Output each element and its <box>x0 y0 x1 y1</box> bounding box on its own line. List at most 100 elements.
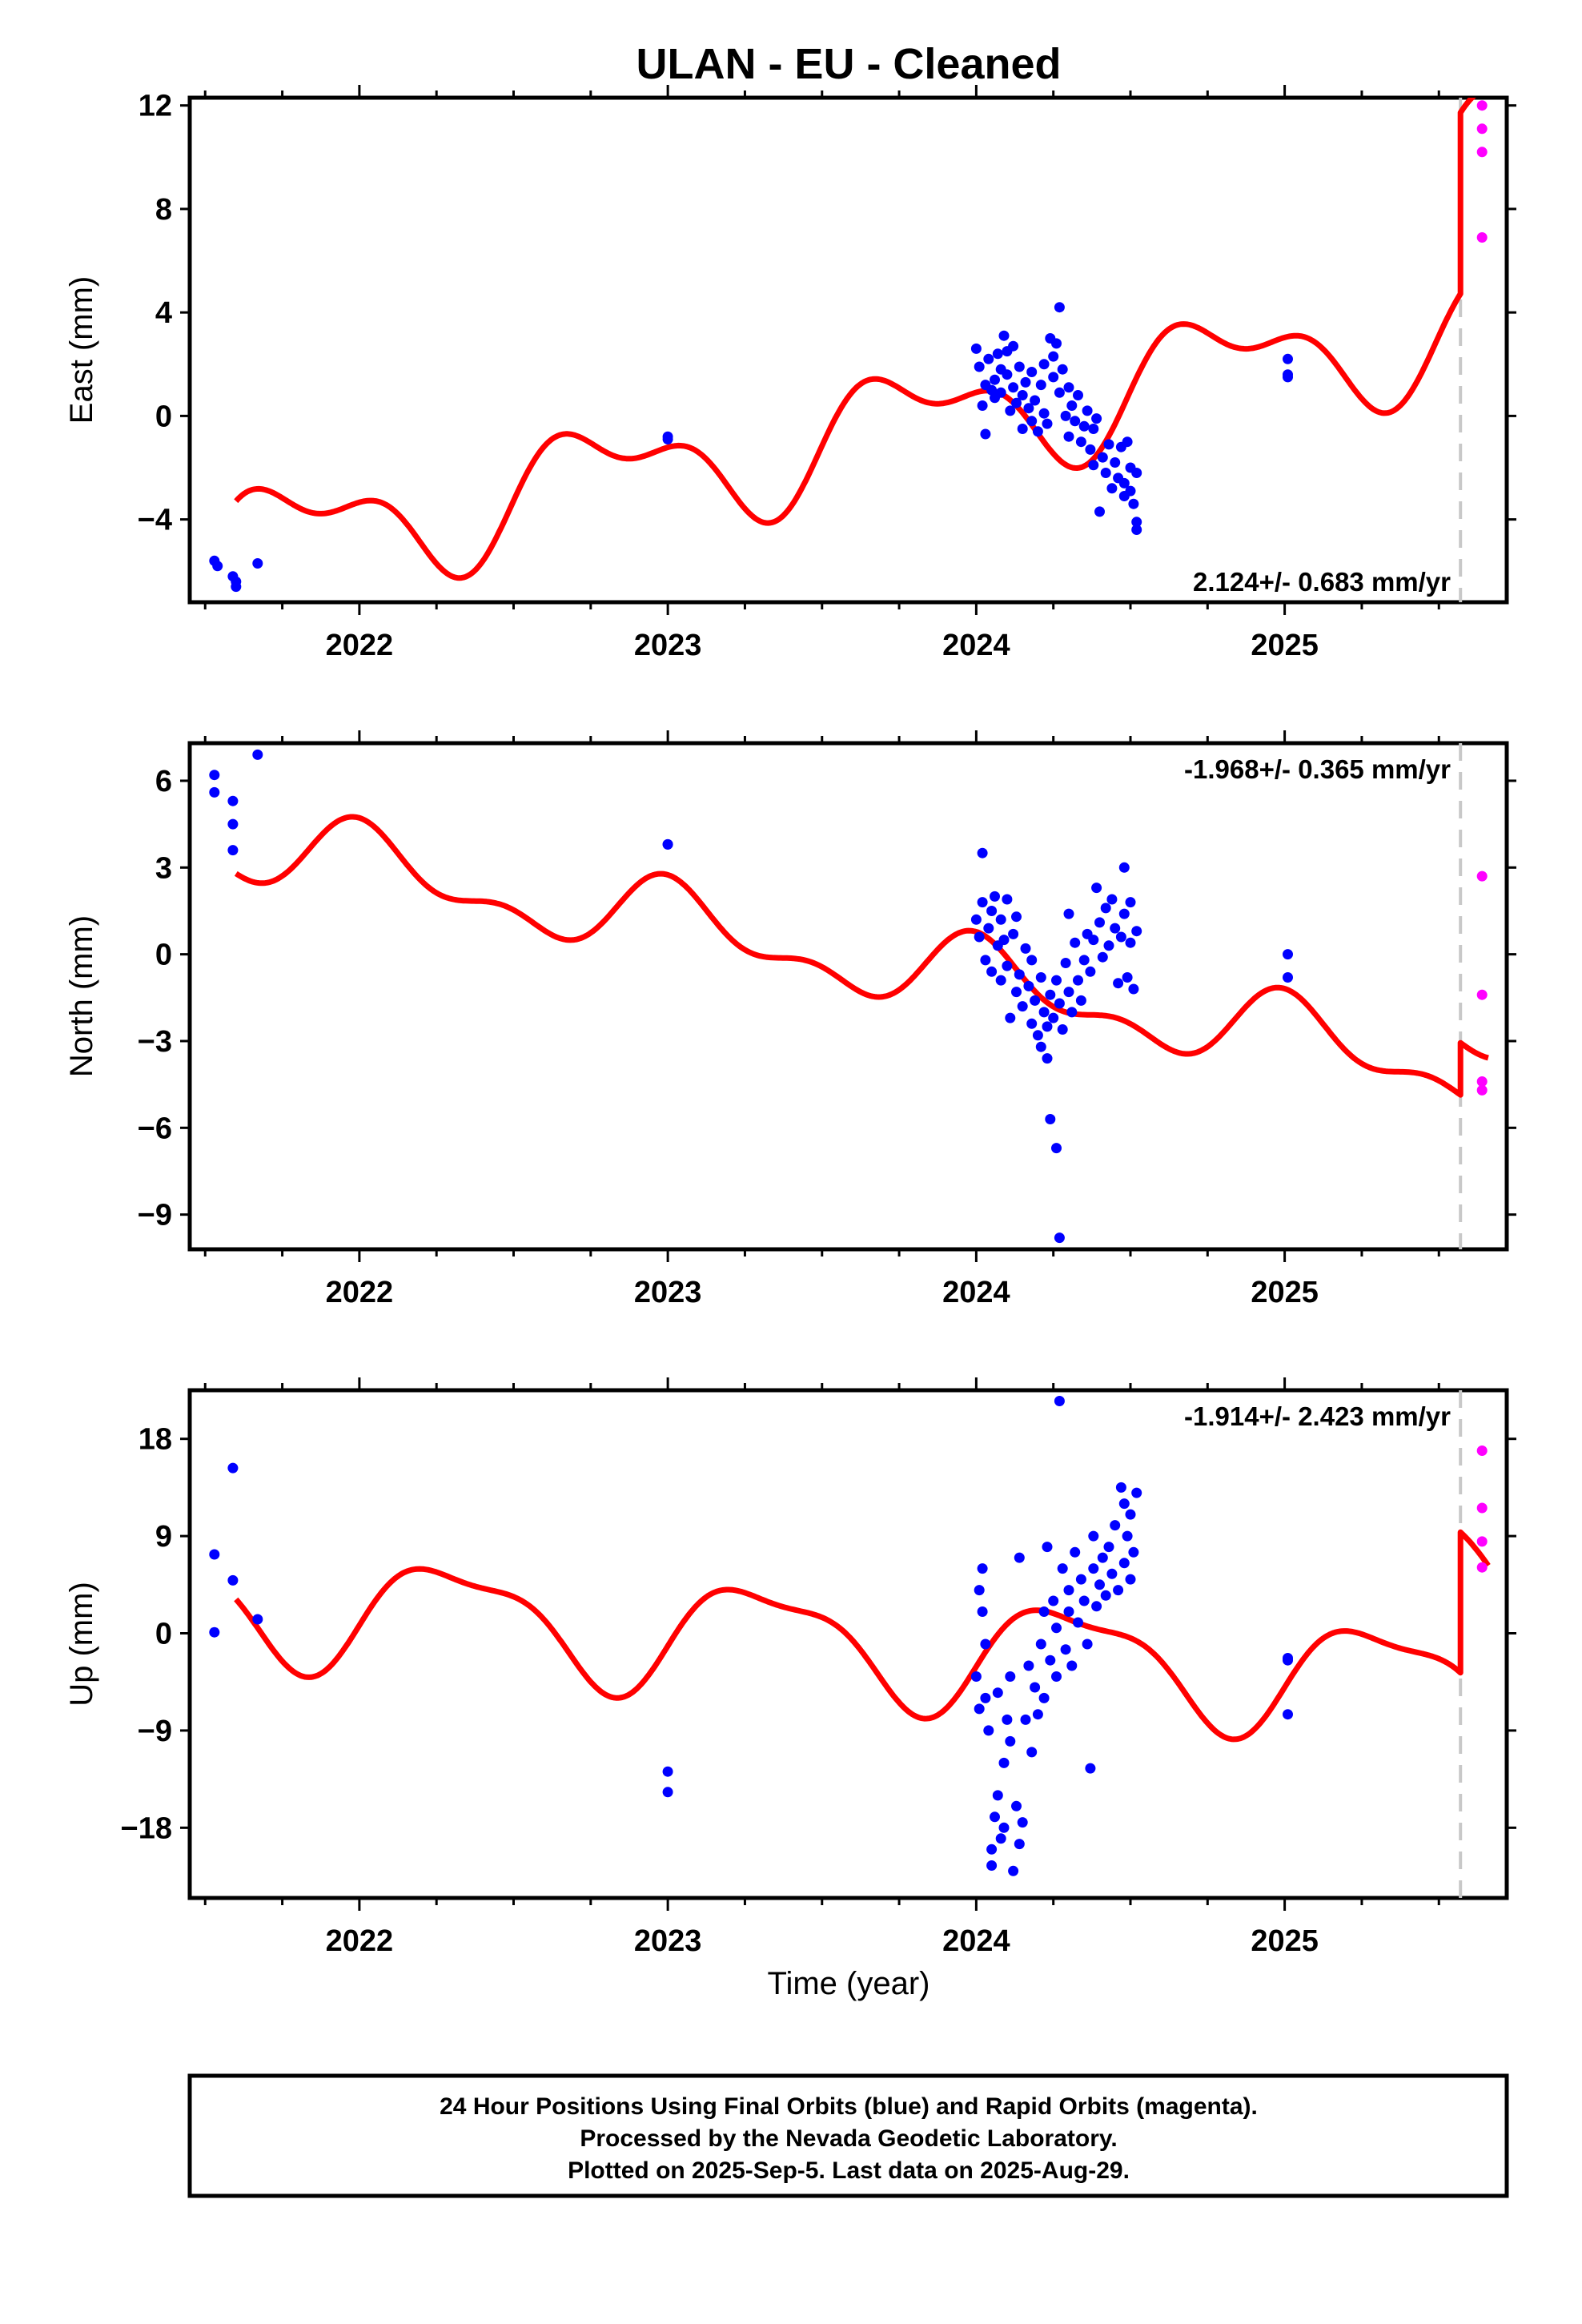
final-orbit-point-north <box>1100 903 1111 914</box>
final-orbit-point-north <box>1115 931 1126 943</box>
final-orbit-point-up <box>1017 1817 1028 1828</box>
final-orbit-point-north <box>1063 908 1074 919</box>
final-orbit-point-up <box>977 1563 988 1574</box>
final-orbit-point-up <box>1045 1655 1056 1666</box>
final-orbit-point-east <box>980 428 991 440</box>
final-orbit-point-east <box>1038 408 1050 419</box>
final-orbit-point-north <box>1005 1012 1016 1023</box>
final-orbit-point-up <box>1066 1660 1078 1671</box>
final-orbit-point-north <box>1094 917 1105 928</box>
final-orbit-point-up <box>1131 1487 1142 1498</box>
final-orbit-point-north <box>995 914 1006 925</box>
footer-line-1: 24 Hour Positions Using Final Orbits (bl… <box>440 2093 1258 2120</box>
final-orbit-point-east <box>1051 338 1062 349</box>
rate-annotation-north: -1.968+/- 0.365 mm/yr <box>1184 754 1451 784</box>
chart-title: ULAN - EU - Cleaned <box>636 40 1061 88</box>
panel-up: 18 9 0 −9 −18 2022 2023 2024 2025 Up (mm) -1.914+/… <box>64 1377 1516 1958</box>
y-tick-label-up: −18 <box>121 1811 172 1845</box>
final-orbit-point-up <box>1011 1800 1022 1811</box>
final-orbit-point-north <box>1054 998 1065 1009</box>
final-orbit-point-up <box>1125 1574 1136 1585</box>
final-orbit-point-up <box>1073 1617 1083 1628</box>
final-orbit-point-up <box>1048 1595 1059 1606</box>
final-orbit-point-east <box>1094 506 1105 517</box>
final-orbit-point-up <box>1014 1552 1025 1563</box>
rapid-orbit-point-up <box>1476 1445 1488 1456</box>
final-orbit-point-north <box>1118 908 1130 919</box>
final-orbit-point-north <box>1026 955 1038 966</box>
final-orbit-point-north <box>998 935 1010 946</box>
final-orbit-point-north <box>1042 1053 1053 1064</box>
final-orbit-point-up <box>1023 1660 1034 1671</box>
panel-frame-east <box>187 95 1509 605</box>
final-orbit-point-east <box>974 361 985 372</box>
final-orbit-point-east <box>970 343 982 354</box>
final-orbit-point-up <box>1063 1585 1074 1596</box>
y-axis-label-north: North (mm) <box>64 915 99 1077</box>
final-orbit-point-east <box>1118 477 1130 489</box>
final-orbit-point-north <box>1026 1018 1038 1029</box>
final-orbit-point-east <box>1038 359 1050 370</box>
final-orbit-point-up <box>1014 1839 1025 1850</box>
final-orbit-point-up <box>986 1860 998 1871</box>
final-orbit-point-up <box>227 1574 239 1586</box>
y-tick-label-east: −4 <box>138 504 172 537</box>
final-orbit-point-east <box>1088 424 1099 434</box>
x-tick-label-east: 2022 <box>326 629 394 662</box>
final-orbit-point-north <box>1118 862 1130 873</box>
final-orbit-point-north <box>1002 894 1013 905</box>
final-orbit-point-up <box>1005 1735 1016 1747</box>
final-orbit-point-up <box>209 1549 220 1560</box>
final-orbit-point-north <box>1038 1007 1050 1018</box>
y-tick-label-north: 6 <box>155 765 172 798</box>
rapid-orbit-point-north <box>1476 1084 1488 1096</box>
final-orbit-point-north <box>1128 983 1139 995</box>
final-orbit-point-north <box>1030 995 1041 1006</box>
y-tick-label-north: −9 <box>138 1199 172 1232</box>
final-orbit-point-up <box>1054 1396 1065 1406</box>
plot-area-up <box>209 1390 1491 1898</box>
final-orbit-point-north <box>1106 894 1118 905</box>
final-orbit-point-up <box>1038 1606 1050 1617</box>
final-orbit-point-north <box>1075 995 1086 1006</box>
final-orbit-point-east <box>1026 416 1038 427</box>
final-orbit-point-north <box>1088 935 1099 946</box>
final-orbit-point-east <box>1106 483 1118 494</box>
final-orbit-point-north <box>1048 1012 1059 1023</box>
final-orbit-point-east <box>1078 420 1090 432</box>
rapid-orbit-point-east <box>1476 147 1488 158</box>
final-orbit-point-east <box>1125 485 1136 497</box>
rapid-orbit-point-east <box>1476 123 1488 135</box>
final-orbit-point-up <box>1026 1747 1038 1758</box>
final-orbit-point-up <box>995 1833 1006 1844</box>
final-orbit-point-north <box>1091 883 1102 894</box>
final-orbit-point-up <box>1115 1482 1126 1493</box>
final-orbit-point-north <box>227 795 239 806</box>
rapid-orbit-point-east <box>1476 100 1488 111</box>
final-orbit-point-east <box>1066 400 1078 411</box>
final-orbit-point-east <box>1131 517 1142 528</box>
final-orbit-point-north <box>977 897 988 908</box>
final-orbit-point-up <box>1091 1601 1102 1612</box>
panel-east: 12 8 4 0 −4 2022 2023 2024 2025 East (mm) 2.124+/-… <box>64 85 1516 662</box>
final-orbit-point-east <box>1060 410 1071 421</box>
final-orbit-point-east <box>1110 457 1121 468</box>
final-orbit-point-up <box>977 1606 988 1617</box>
final-orbit-point-north <box>1051 1143 1062 1154</box>
final-orbit-point-up <box>1100 1590 1111 1601</box>
final-orbit-point-up <box>1103 1542 1114 1553</box>
final-orbit-point-east <box>231 576 242 587</box>
final-orbit-point-east <box>1283 369 1293 380</box>
x-tick-label-up: 2025 <box>1251 1924 1319 1958</box>
final-orbit-point-north <box>1125 937 1136 948</box>
plot-area-east <box>209 98 1488 602</box>
y-tick-label-east: 12 <box>139 90 172 123</box>
final-orbit-point-up <box>1063 1606 1074 1617</box>
final-orbit-point-up <box>1051 1622 1062 1634</box>
y-tick-label-north: −6 <box>138 1112 172 1145</box>
final-orbit-point-east <box>1017 424 1028 434</box>
final-orbit-point-east <box>1054 302 1065 313</box>
y-axis-label-east: East (mm) <box>64 276 99 424</box>
final-orbit-point-east <box>1082 405 1093 416</box>
final-orbit-point-east <box>1030 395 1041 406</box>
